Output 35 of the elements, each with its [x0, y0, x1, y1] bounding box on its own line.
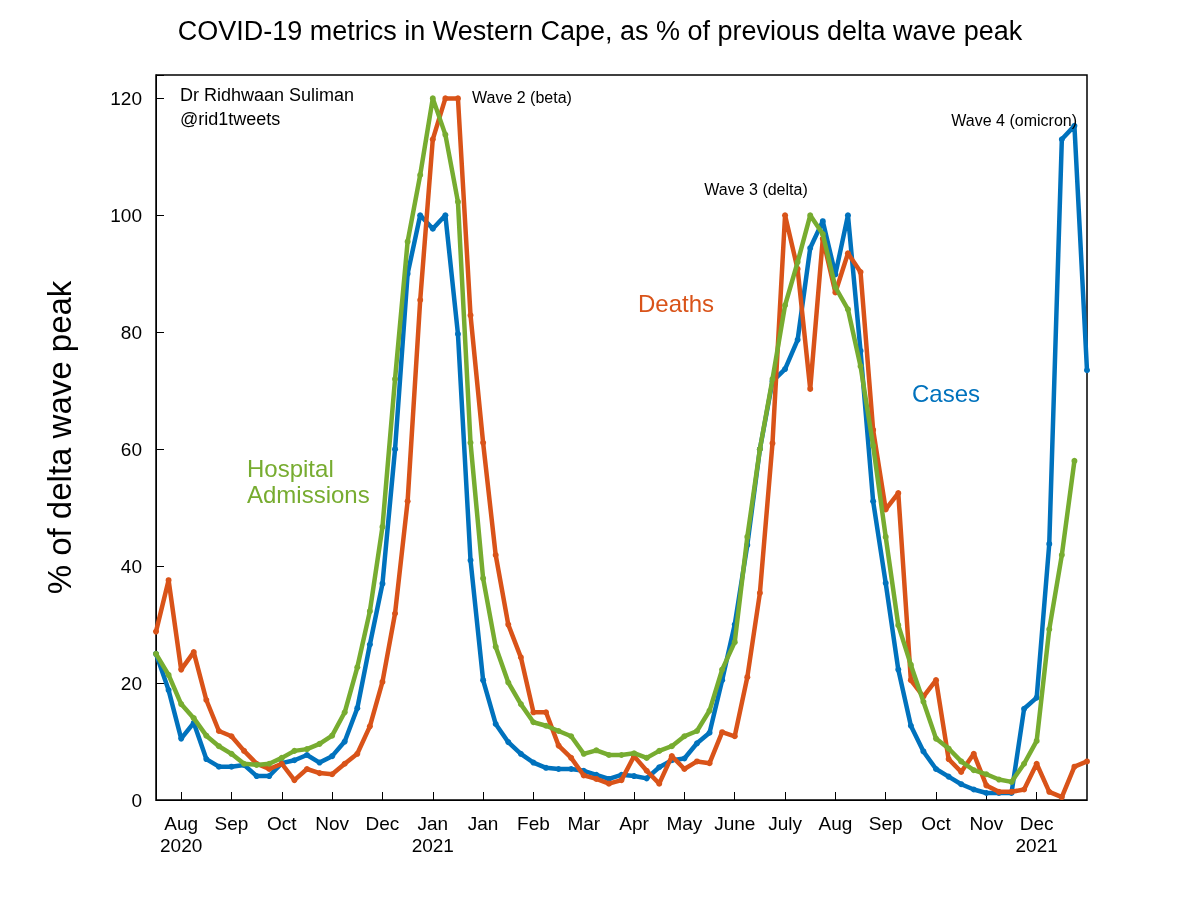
y-tick-label: 80	[120, 321, 142, 343]
x-tick-label: Jan 2021	[411, 812, 454, 856]
y-tick-label: 20	[120, 672, 142, 694]
x-tick-label: Oct	[267, 812, 298, 834]
annotation: Wave 3 (delta)	[704, 180, 808, 198]
x-tick-label: Oct	[921, 812, 952, 834]
y-tick-label: 40	[120, 555, 142, 577]
y-tick-label: 60	[120, 438, 142, 460]
x-tick-label: June	[714, 812, 756, 834]
x-tick-label: Aug	[818, 812, 853, 834]
x-tick-label: Mar	[567, 812, 601, 834]
x-tick-label: Apr	[619, 812, 650, 834]
annotation: @rid1tweets	[180, 109, 281, 129]
x-tick-label: Nov	[315, 812, 350, 834]
y-tick-label: 120	[110, 87, 142, 109]
y-tick-label: 0	[131, 789, 142, 811]
text: Deaths	[638, 289, 715, 317]
y-tick-label: 100	[110, 204, 142, 226]
x-tick-label: Jan	[467, 812, 499, 834]
series-label: Cases	[912, 379, 981, 407]
x-tick-label: Feb	[517, 812, 550, 834]
x-tick-label: Dec	[365, 812, 400, 834]
annotation: Dr Ridhwaan Suliman	[180, 85, 355, 105]
x-tick-label: Sep	[214, 812, 249, 834]
chart-title: COVID-19 metrics in Western Cape, as % of previous delta wave peak	[177, 15, 1023, 46]
series-label: Hospital Admissions	[247, 454, 370, 508]
x-tick-label: May	[666, 812, 703, 834]
x-tick-label: July	[768, 812, 803, 834]
x-tick-label: Aug 2020	[160, 812, 203, 856]
y-axis-title: % of delta wave peak	[41, 280, 78, 595]
annotation: Wave 2 (beta)	[472, 88, 572, 106]
x-tick-label: Sep	[868, 812, 903, 834]
x-tick-label: Dec 2021	[1015, 812, 1058, 856]
annotation: Wave 4 (omicron)	[951, 111, 1077, 129]
x-tick-label: Nov	[969, 812, 1004, 834]
